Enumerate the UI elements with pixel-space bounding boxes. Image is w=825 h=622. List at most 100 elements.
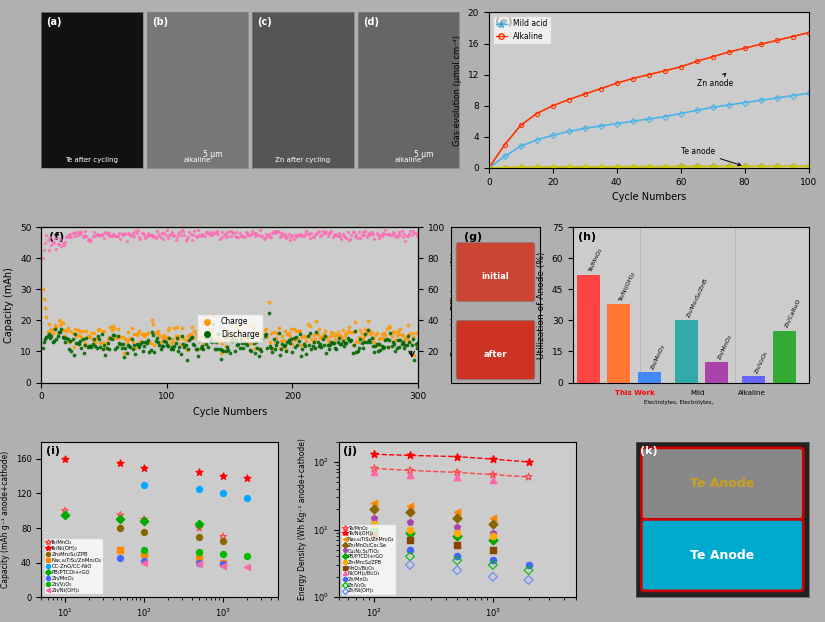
- Point: [323, 332, 337, 341]
- Point: [276, 339, 289, 349]
- Point: [346, 227, 360, 237]
- Point: [205, 227, 218, 237]
- Point: [450, 508, 464, 518]
- Point: [109, 344, 122, 354]
- Point: [233, 343, 247, 353]
- Point: [402, 231, 415, 241]
- Point: [306, 338, 319, 348]
- Point: [386, 227, 399, 237]
- Point: [134, 234, 147, 244]
- Point: [120, 337, 134, 347]
- Point: [80, 333, 93, 343]
- Point: [154, 343, 167, 353]
- Point: [276, 331, 289, 341]
- Point: [256, 327, 269, 337]
- Text: after: after: [483, 350, 507, 359]
- Text: This Work: This Work: [615, 390, 655, 396]
- Point: [254, 331, 267, 341]
- Point: [337, 333, 351, 343]
- Point: [237, 343, 250, 353]
- Point: [46, 328, 59, 338]
- Point: [314, 340, 327, 350]
- Point: [157, 234, 170, 244]
- Point: [57, 240, 70, 250]
- Point: [203, 336, 216, 346]
- Point: [280, 346, 293, 356]
- Point: [219, 232, 233, 242]
- Point: [522, 457, 535, 467]
- Point: [405, 230, 418, 239]
- Point: [263, 337, 276, 346]
- Point: [196, 339, 210, 349]
- Point: [64, 337, 77, 346]
- Point: [205, 337, 219, 346]
- Point: [81, 342, 94, 352]
- Point: [184, 329, 197, 339]
- Point: [57, 333, 70, 343]
- Point: [244, 338, 257, 348]
- Point: [268, 345, 281, 355]
- Point: [360, 327, 373, 337]
- Point: [314, 230, 328, 239]
- Point: [136, 346, 149, 356]
- Point: [301, 319, 314, 329]
- Point: [312, 341, 325, 351]
- Point: [153, 330, 166, 340]
- Point: [117, 352, 130, 362]
- Point: [340, 233, 353, 243]
- Point: [71, 338, 84, 348]
- Point: [143, 337, 156, 347]
- Point: [68, 350, 81, 360]
- Point: [333, 330, 346, 340]
- Point: [61, 333, 74, 343]
- Point: [316, 226, 329, 236]
- Point: [361, 316, 375, 326]
- Text: Zn/MnO₂: Zn/MnO₂: [649, 343, 666, 370]
- Point: [378, 229, 391, 239]
- Point: [47, 238, 60, 248]
- Point: [299, 341, 312, 351]
- Point: [144, 230, 157, 240]
- Point: [112, 338, 125, 348]
- FancyBboxPatch shape: [456, 243, 535, 302]
- Point: [368, 513, 381, 522]
- Point: [82, 340, 96, 350]
- Point: [340, 328, 353, 338]
- Point: [304, 335, 318, 345]
- Point: [154, 232, 167, 242]
- Point: [388, 228, 401, 238]
- Point: [299, 336, 313, 346]
- Point: [522, 565, 535, 575]
- Point: [285, 346, 299, 356]
- Point: [146, 232, 159, 242]
- Point: [318, 332, 332, 341]
- Point: [241, 332, 254, 342]
- Point: [364, 337, 377, 347]
- Point: [347, 327, 361, 337]
- Point: [193, 325, 206, 335]
- Point: [368, 498, 381, 508]
- Point: [265, 231, 278, 241]
- Point: [373, 334, 386, 344]
- Point: [145, 230, 158, 240]
- Point: [273, 350, 286, 360]
- Point: [243, 230, 257, 240]
- Point: [486, 555, 499, 565]
- Point: [189, 329, 202, 339]
- Point: [316, 334, 329, 344]
- Point: [374, 345, 387, 355]
- Point: [270, 340, 283, 350]
- Point: [179, 340, 192, 350]
- Point: [181, 234, 194, 244]
- Point: [165, 334, 178, 344]
- Point: [125, 323, 139, 333]
- Point: [403, 465, 417, 475]
- Point: [144, 345, 157, 355]
- Point: [290, 332, 303, 342]
- Point: [162, 325, 175, 335]
- Point: [49, 320, 62, 330]
- Point: [486, 470, 499, 480]
- Point: [157, 334, 170, 344]
- FancyBboxPatch shape: [456, 320, 535, 379]
- Point: [278, 229, 291, 239]
